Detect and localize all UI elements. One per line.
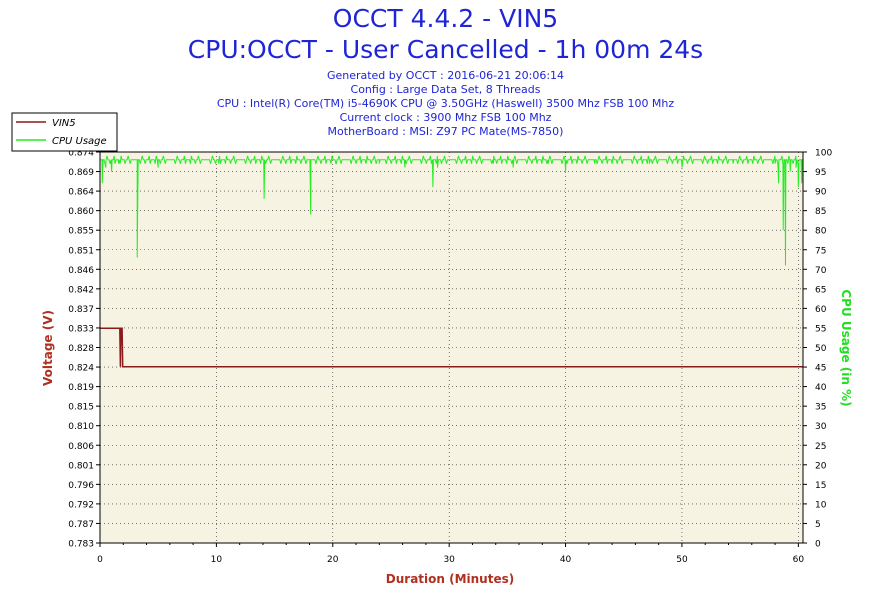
- y2-tick-label: 90: [815, 188, 827, 198]
- y-tick-label: 0.792: [68, 500, 94, 510]
- y2-tick-label: 80: [815, 227, 827, 237]
- y-tick-label: 0.842: [68, 285, 94, 295]
- x-tick-label: 0: [97, 555, 103, 565]
- y-tick-label: 0.855: [68, 227, 94, 237]
- y-tick-label: 0.837: [68, 305, 94, 315]
- series-cpu-usage: [100, 155, 803, 266]
- x-tick-label: 50: [676, 555, 688, 565]
- x-tick-label: 10: [211, 555, 223, 565]
- y2-tick-label: 50: [815, 344, 827, 354]
- y2-tick-label: 45: [815, 364, 826, 374]
- y2-tick-label: 40: [815, 383, 827, 393]
- y2-tick-label: 20: [815, 461, 827, 471]
- x-tick-label: 60: [793, 555, 805, 565]
- y-tick-label: 0.796: [68, 481, 94, 491]
- y2-tick-label: 0: [815, 540, 821, 550]
- y2-tick-label: 85: [815, 207, 826, 217]
- y-tick-label: 0.833: [68, 324, 94, 334]
- chart-title: OCCT 4.4.2 - VIN5: [332, 4, 559, 33]
- info-motherboard: MotherBoard : MSI: Z97 PC Mate(MS-7850): [327, 125, 564, 138]
- y2-tick-label: 55: [815, 324, 826, 334]
- info-clock: Current clock : 3900 Mhz FSB 100 Mhz: [339, 111, 552, 124]
- y-tick-label: 0.846: [68, 266, 94, 276]
- y2-tick-label: 30: [815, 422, 827, 432]
- y-tick-label: 0.806: [68, 442, 94, 452]
- y-tick-label: 0.815: [68, 403, 94, 413]
- series-vin5: [100, 327, 803, 368]
- x-tick-label: 30: [443, 555, 455, 565]
- y-axis-label: Voltage (V): [41, 310, 55, 386]
- y2-tick-label: 5: [815, 520, 821, 530]
- y2-tick-label: 25: [815, 442, 826, 452]
- y2-tick-label: 95: [815, 168, 826, 178]
- y2-tick-label: 35: [815, 403, 826, 413]
- legend-label-cpu-usage: CPU Usage: [52, 136, 107, 147]
- y-tick-label: 0.864: [68, 188, 94, 198]
- y2-tick-label: 15: [815, 481, 826, 491]
- legend-label-vin5: VIN5: [52, 118, 76, 129]
- y-tick-label: 0.810: [68, 422, 94, 432]
- y2-axis-label: CPU Usage (in %): [839, 289, 853, 406]
- plot-border: [99, 151, 804, 544]
- x-axis-label: Duration (Minutes): [386, 572, 514, 586]
- plot-area: [100, 152, 803, 543]
- y-tick-label: 0.801: [68, 461, 94, 471]
- y2-tick-label: 65: [815, 285, 826, 295]
- y2-tick-label: 10: [815, 500, 827, 510]
- y2-tick-label: 100: [815, 149, 832, 159]
- y2-tick-label: 70: [815, 266, 827, 276]
- chart-subtitle: CPU:OCCT - User Cancelled - 1h 00m 24s: [187, 35, 704, 64]
- y-tick-label: 0.787: [68, 520, 94, 530]
- y2-tick-label: 75: [815, 246, 826, 256]
- y-tick-label: 0.819: [68, 383, 94, 393]
- y-tick-label: 0.828: [68, 344, 94, 354]
- x-tick-label: 20: [327, 555, 339, 565]
- info-cpu: CPU : Intel(R) Core(TM) i5-4690K CPU @ 3…: [216, 97, 675, 110]
- y-tick-label: 0.860: [68, 207, 94, 217]
- info-config: Config : Large Data Set, 8 Threads: [350, 83, 541, 96]
- y-tick-label: 0.824: [68, 364, 94, 374]
- y-tick-label: 0.869: [68, 168, 94, 178]
- legend-box: [11, 112, 118, 152]
- info-generated: Generated by OCCT : 2016-06-21 20:06:14: [326, 69, 565, 82]
- y-tick-label: 0.874: [68, 149, 94, 159]
- y-tick-label: 0.851: [68, 246, 94, 256]
- y2-tick-label: 60: [815, 305, 827, 315]
- y-tick-label: 0.783: [68, 540, 94, 550]
- x-tick-label: 40: [560, 555, 572, 565]
